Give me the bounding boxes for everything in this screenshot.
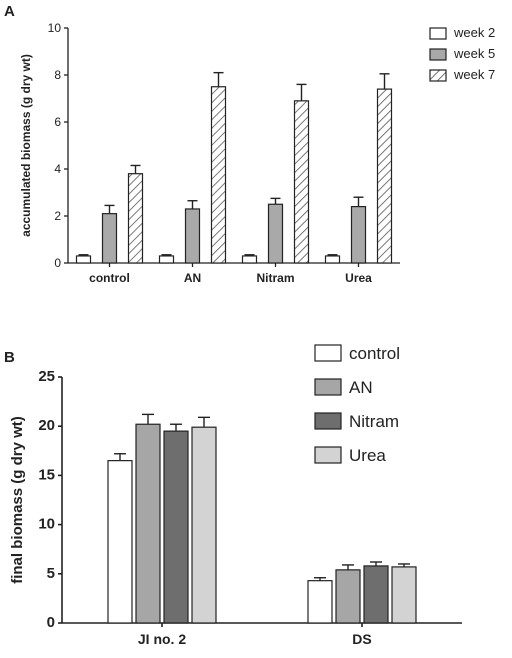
bar [107,460,133,624]
y-tick-label: 25 [38,368,55,385]
bar [307,580,333,624]
y-tick-label: 15 [38,466,55,483]
bar [324,255,341,264]
legend-swatch [429,27,447,40]
y-tick-label: 5 [47,565,55,582]
y-tick-label: 4 [54,162,61,176]
legend-label: Urea [349,446,386,465]
bar [75,255,92,264]
legend-label: AN [349,378,373,397]
bar [191,426,217,624]
category-label: DS [352,631,371,647]
panel-a-letter: A [4,3,15,20]
bar [293,100,310,264]
bar [163,430,189,624]
category-label: AN [184,271,201,285]
bar [135,423,161,624]
legend-swatch [429,48,447,61]
y-axis-label: accumulated biomass (g dry wt) [19,54,33,237]
chart-a: 0 2 4 6 8 10 accumulated biomass (g dry wt) con… [19,21,495,285]
bar [391,566,417,624]
bar [127,173,144,264]
bar [210,86,227,264]
legend-label: control [349,344,400,363]
legend-swatch [314,412,342,430]
chart-b: 0 5 10 15 20 25 final biomass (g dry wt) JI no.… [9,344,462,647]
panel-b-letter: B [4,349,15,366]
bar [184,208,201,264]
y-tick-label: 0 [47,614,55,631]
bar [335,569,361,624]
y-tick-label: 20 [38,417,55,434]
bar [158,255,175,264]
legend-label: week 7 [453,67,495,82]
y-tick-label: 10 [38,516,55,533]
y-tick-label: 6 [54,115,61,129]
y-tick-label: 8 [54,68,61,82]
legend-swatch [314,378,342,396]
legend-swatch [314,446,342,464]
bar [241,255,258,264]
legend-swatch [314,344,342,362]
bar [267,203,284,264]
y-tick-label: 10 [48,21,62,35]
bar [350,206,367,264]
y-tick-label: 0 [54,256,61,270]
legend-label: Nitram [349,412,399,431]
y-tick-label: 2 [54,209,61,223]
legend-swatch [429,69,447,82]
bar [363,565,389,624]
bar [376,88,393,264]
bar [101,213,118,264]
category-label: Nitram [256,271,294,285]
y-axis-label: final biomass (g dry wt) [9,416,26,584]
category-label: Urea [345,271,372,285]
legend-label: week 5 [453,46,495,61]
category-label: control [89,271,130,285]
legend-label: week 2 [453,25,495,40]
category-label: JI no. 2 [138,631,186,647]
